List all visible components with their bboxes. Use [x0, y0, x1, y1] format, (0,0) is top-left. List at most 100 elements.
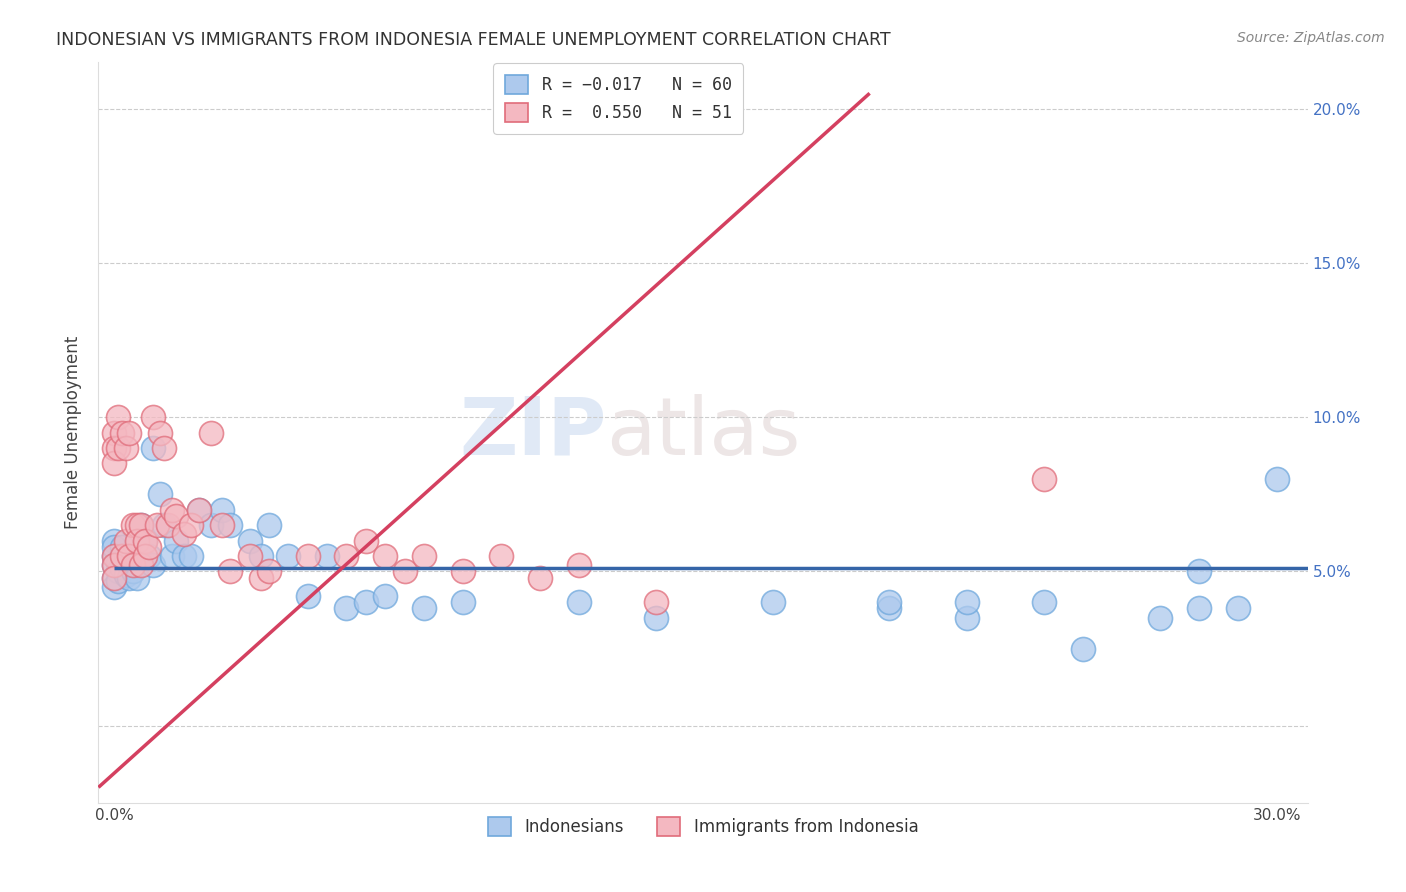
- Point: [239, 533, 262, 548]
- Point: [257, 518, 280, 533]
- Point: [1188, 565, 1211, 579]
- Point: [118, 549, 141, 563]
- Point: [413, 601, 436, 615]
- Point: [297, 549, 319, 563]
- Point: [153, 441, 176, 455]
- Point: [103, 549, 125, 563]
- Point: [173, 549, 195, 563]
- Point: [107, 565, 129, 579]
- Text: ZIP: ZIP: [458, 393, 606, 472]
- Point: [114, 533, 136, 548]
- Point: [103, 571, 125, 585]
- Point: [107, 410, 129, 425]
- Point: [374, 589, 396, 603]
- Point: [394, 565, 416, 579]
- Point: [165, 508, 187, 523]
- Point: [107, 441, 129, 455]
- Point: [103, 540, 125, 554]
- Point: [277, 549, 299, 563]
- Point: [762, 595, 785, 609]
- Point: [111, 425, 134, 440]
- Point: [134, 533, 156, 548]
- Point: [122, 549, 145, 563]
- Point: [129, 549, 152, 563]
- Point: [134, 533, 156, 548]
- Point: [103, 558, 125, 573]
- Point: [1071, 641, 1094, 656]
- Text: Source: ZipAtlas.com: Source: ZipAtlas.com: [1237, 31, 1385, 45]
- Point: [142, 558, 165, 573]
- Point: [114, 549, 136, 563]
- Point: [1033, 595, 1056, 609]
- Point: [107, 574, 129, 588]
- Point: [568, 558, 591, 573]
- Point: [188, 502, 211, 516]
- Point: [111, 540, 134, 554]
- Point: [200, 425, 222, 440]
- Point: [529, 571, 551, 585]
- Point: [127, 533, 149, 548]
- Point: [877, 595, 900, 609]
- Point: [122, 518, 145, 533]
- Point: [1265, 472, 1288, 486]
- Point: [316, 549, 339, 563]
- Point: [354, 533, 377, 548]
- Text: INDONESIAN VS IMMIGRANTS FROM INDONESIA FEMALE UNEMPLOYMENT CORRELATION CHART: INDONESIAN VS IMMIGRANTS FROM INDONESIA …: [56, 31, 891, 49]
- Point: [180, 549, 202, 563]
- Point: [165, 533, 187, 548]
- Point: [568, 595, 591, 609]
- Point: [107, 555, 129, 569]
- Point: [142, 410, 165, 425]
- Point: [145, 518, 167, 533]
- Point: [114, 567, 136, 582]
- Point: [239, 549, 262, 563]
- Point: [129, 558, 152, 573]
- Point: [335, 601, 357, 615]
- Point: [157, 518, 180, 533]
- Point: [200, 518, 222, 533]
- Legend: Indonesians, Immigrants from Indonesia: Indonesians, Immigrants from Indonesia: [478, 807, 928, 847]
- Point: [111, 549, 134, 563]
- Point: [645, 595, 668, 609]
- Point: [1226, 601, 1249, 615]
- Point: [1149, 610, 1171, 624]
- Point: [257, 565, 280, 579]
- Point: [142, 441, 165, 455]
- Point: [645, 610, 668, 624]
- Point: [180, 518, 202, 533]
- Point: [219, 565, 242, 579]
- Point: [955, 595, 977, 609]
- Point: [103, 571, 125, 585]
- Point: [211, 502, 233, 516]
- Point: [122, 558, 145, 573]
- Point: [127, 571, 149, 585]
- Point: [111, 561, 134, 575]
- Point: [160, 549, 183, 563]
- Point: [250, 571, 273, 585]
- Point: [103, 558, 125, 573]
- Point: [374, 549, 396, 563]
- Point: [138, 549, 160, 563]
- Point: [211, 518, 233, 533]
- Point: [877, 601, 900, 615]
- Point: [103, 441, 125, 455]
- Point: [129, 518, 152, 533]
- Point: [491, 549, 513, 563]
- Point: [1033, 472, 1056, 486]
- Point: [103, 549, 125, 563]
- Point: [118, 571, 141, 585]
- Point: [127, 558, 149, 573]
- Point: [149, 425, 172, 440]
- Y-axis label: Female Unemployment: Female Unemployment: [65, 336, 83, 529]
- Point: [118, 558, 141, 573]
- Point: [127, 518, 149, 533]
- Point: [160, 502, 183, 516]
- Point: [134, 549, 156, 563]
- Point: [103, 580, 125, 594]
- Point: [297, 589, 319, 603]
- Point: [451, 565, 474, 579]
- Point: [354, 595, 377, 609]
- Point: [103, 533, 125, 548]
- Point: [335, 549, 357, 563]
- Point: [955, 610, 977, 624]
